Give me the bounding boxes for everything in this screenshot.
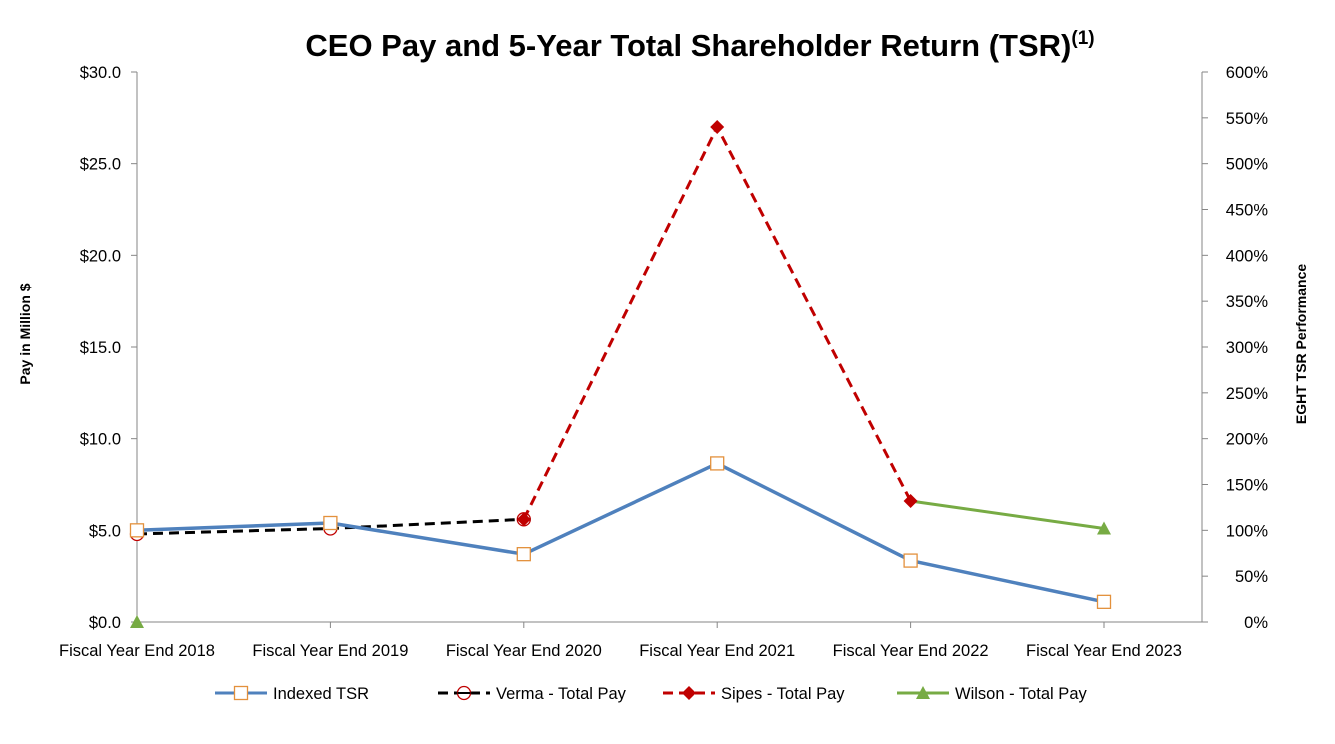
- left-tick-label: $25.0: [80, 156, 121, 174]
- legend-label: Indexed TSR: [273, 685, 369, 703]
- data-point: [130, 615, 144, 628]
- left-tick-label: $15.0: [80, 339, 121, 357]
- chart-title: CEO Pay and 5-Year Total Shareholder Ret…: [305, 28, 1094, 63]
- x-tick-label: Fiscal Year End 2018: [59, 642, 215, 660]
- chart-title-main: CEO Pay and 5-Year Total Shareholder Ret…: [305, 28, 1071, 63]
- right-tick-label: 250%: [1226, 385, 1269, 403]
- x-tick-label: Fiscal Year End 2019: [252, 642, 408, 660]
- x-tick-label: Fiscal Year End 2023: [1026, 642, 1182, 660]
- series-sipes-total-pay: [516, 120, 918, 527]
- data-point: [516, 512, 531, 527]
- x-tick-label: Fiscal Year End 2022: [833, 642, 989, 660]
- legend-swatch-marker: [456, 685, 472, 701]
- legend-item-verma-total-pay: Verma - Total Pay: [438, 685, 627, 703]
- data-point: [1096, 594, 1112, 609]
- data-point: [129, 523, 145, 538]
- right-tick-label: 500%: [1226, 156, 1269, 174]
- right-tick-label: 100%: [1226, 522, 1269, 540]
- legend-swatch-marker: [682, 686, 696, 700]
- legend-label: Sipes - Total Pay: [721, 685, 845, 703]
- right-tick-label: 450%: [1226, 202, 1269, 220]
- data-point: [1097, 521, 1111, 535]
- data-point: [903, 553, 918, 568]
- left-tick-label: $30.0: [80, 64, 121, 82]
- legend-swatch-marker: [916, 686, 930, 699]
- series-line: [910, 499, 1105, 530]
- series-line: [136, 461, 1105, 604]
- data-point: [710, 120, 725, 134]
- data-point: [903, 494, 918, 508]
- series-layer: [129, 120, 1112, 628]
- right-tick-label: 550%: [1226, 110, 1269, 128]
- data-point: [710, 456, 725, 471]
- data-point: [323, 515, 338, 531]
- x-tick-label: Fiscal Year End 2020: [446, 642, 602, 660]
- data-point: [516, 547, 531, 562]
- axes: $0.0 $5.0 $10.0 $15.0 $20.0 $25.0 $30.0 0% 50% 10…: [17, 64, 1309, 660]
- left-tick-label: $0.0: [89, 614, 121, 632]
- right-tick-label: 0%: [1244, 614, 1268, 632]
- legend-label: Wilson - Total Pay: [955, 685, 1087, 703]
- right-axis-title: EGHT TSR Performance: [1293, 264, 1309, 424]
- right-tick-label: 600%: [1226, 64, 1269, 82]
- right-tick-label: 300%: [1226, 339, 1269, 357]
- left-tick-label: $10.0: [80, 431, 121, 449]
- legend-item-sipes-total-pay: Sipes - Total Pay: [663, 685, 845, 703]
- left-tick-label: $20.0: [80, 247, 121, 265]
- left-axis-title: Pay in Million $: [17, 283, 33, 384]
- legend-item-indexed-tsr: Indexed TSR: [215, 685, 369, 703]
- right-tick-label: 200%: [1226, 431, 1269, 449]
- chart-title-superscript: (1): [1071, 28, 1094, 49]
- x-tick-label: Fiscal Year End 2021: [639, 642, 795, 660]
- right-tick-label: 400%: [1226, 247, 1269, 265]
- series-wilson-total-pay: [130, 499, 1111, 628]
- right-tick-label: 350%: [1226, 293, 1269, 311]
- series-indexed-tsr: [129, 456, 1112, 609]
- legend-swatch-marker: [233, 685, 249, 701]
- right-tick-label: 150%: [1226, 477, 1269, 495]
- right-tick-label: 50%: [1235, 568, 1268, 586]
- legend-item-wilson-total-pay: Wilson - Total Pay: [897, 685, 1087, 703]
- left-tick-label: $5.0: [89, 522, 121, 540]
- legend: Indexed TSR Verma - Total Pay Sipes - Tota…: [215, 685, 1087, 703]
- legend-label: Verma - Total Pay: [496, 685, 627, 703]
